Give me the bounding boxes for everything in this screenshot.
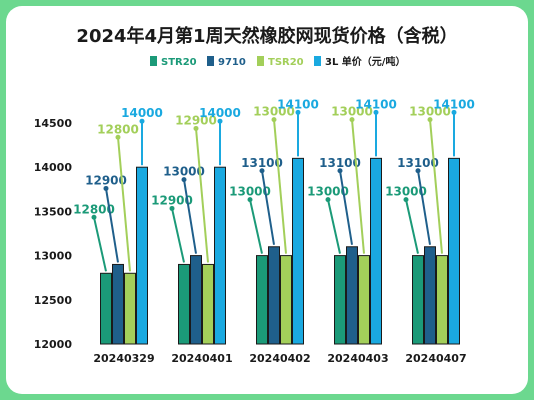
legend-label-STR20: STR20: [161, 57, 197, 68]
data-label-TSR20-20240329: 12800: [97, 122, 139, 136]
leader-dot-TSR20-20240407: [427, 117, 433, 123]
leader-STR20-20240329: [93, 217, 107, 272]
data-label-STR20-20240407: 13000: [385, 185, 427, 199]
bar-9710-20240407: [424, 246, 436, 345]
leader-dot-STR20-20240407: [403, 197, 409, 203]
bar-3L-20240407: [448, 157, 460, 345]
bar-STR20-20240403: [334, 255, 346, 345]
leader-dot-3L-20240402: [295, 109, 301, 115]
data-label-9710-20240403: 13100: [319, 156, 361, 170]
bar-9710-20240329: [112, 263, 124, 345]
data-label-3L-20240329: 14000: [121, 106, 163, 120]
leader-9710-20240402: [261, 170, 275, 245]
bar-TSR20-20240402: [280, 255, 292, 345]
data-label-9710-20240329: 12900: [85, 173, 127, 187]
leader-dot-9710-20240407: [415, 168, 421, 174]
bar-STR20-20240402: [256, 255, 268, 345]
data-label-STR20-20240401: 12900: [151, 193, 193, 207]
legend-label-3L: 3L 单价（元/吨）: [325, 55, 405, 68]
y-tick-label-14500: 14500: [34, 117, 73, 130]
leader-TSR20-20240329: [117, 137, 131, 272]
leader-dot-STR20-20240403: [325, 197, 331, 203]
leader-dot-9710-20240402: [259, 168, 265, 174]
leader-9710-20240329: [105, 188, 119, 263]
leader-STR20-20240401: [171, 208, 185, 263]
bar-3L-20240329: [136, 166, 148, 345]
data-label-TSR20-20240403: 13000: [331, 105, 373, 119]
y-tick-label-13000: 13000: [34, 250, 73, 263]
bar-3L-20240403: [370, 157, 382, 345]
leader-dot-3L-20240329: [139, 118, 145, 124]
data-label-STR20-20240403: 13000: [307, 185, 349, 199]
data-label-9710-20240401: 13000: [163, 165, 205, 179]
y-axis: 12000 12500 13000 13500 14000 14500: [34, 117, 73, 351]
leader-dot-STR20-20240329: [91, 214, 97, 220]
bar-9710-20240403: [346, 246, 358, 345]
data-label-STR20-20240402: 13000: [229, 185, 271, 199]
legend: STR20 9710 TSR20 3L 单价（元/吨）: [150, 55, 405, 68]
leader-dot-TSR20-20240402: [271, 117, 277, 123]
leader-TSR20-20240401: [195, 128, 209, 263]
y-tick-label-13500: 13500: [34, 205, 73, 218]
leader-STR20-20240407: [405, 199, 419, 254]
y-tick-label-12000: 12000: [34, 338, 73, 351]
data-label-TSR20-20240402: 13000: [253, 105, 295, 119]
data-label-9710-20240407: 13100: [397, 156, 439, 170]
bar-9710-20240401: [190, 255, 202, 345]
leader-dot-STR20-20240402: [247, 197, 253, 203]
leader-dot-3L-20240403: [373, 109, 379, 115]
bar-TSR20-20240407: [436, 255, 448, 345]
leader-TSR20-20240402: [273, 119, 287, 254]
x-tick-label-20240401: 20240401: [171, 352, 232, 365]
leader-dot-9710-20240329: [103, 185, 109, 191]
bar-9710-20240402: [268, 246, 280, 345]
leader-dot-9710-20240401: [181, 177, 187, 183]
data-label-9710-20240402: 13100: [241, 156, 283, 170]
leader-dot-3L-20240401: [217, 118, 223, 124]
legend-swatch-STR20: [150, 56, 157, 66]
bar-3L-20240401: [214, 166, 226, 345]
data-label-3L-20240407: 14100: [433, 97, 475, 111]
leader-dot-TSR20-20240329: [115, 134, 121, 140]
x-tick-label-20240403: 20240403: [327, 352, 388, 365]
bar-STR20-20240329: [100, 272, 112, 345]
leader-dot-9710-20240403: [337, 168, 343, 174]
legend-swatch-TSR20: [257, 56, 264, 66]
chart-title: 2024年4月第1周天然橡胶网现货价格（含税）: [76, 25, 457, 47]
leader-9710-20240401: [183, 179, 197, 254]
data-label-3L-20240401: 14000: [199, 106, 241, 120]
legend-label-9710: 9710: [218, 57, 246, 68]
plot-area: 12800 12900 12800 14000 20240329 12900 13000 12…: [73, 97, 475, 365]
bar-STR20-20240407: [412, 255, 424, 345]
y-tick-label-14000: 14000: [34, 161, 73, 174]
leader-TSR20-20240407: [429, 119, 443, 254]
data-label-TSR20-20240401: 12900: [175, 113, 217, 127]
leader-STR20-20240402: [249, 199, 263, 254]
x-tick-label-20240402: 20240402: [249, 352, 310, 365]
leader-dot-3L-20240407: [451, 109, 457, 115]
leader-STR20-20240403: [327, 199, 341, 254]
data-label-TSR20-20240407: 13000: [409, 105, 451, 119]
bar-STR20-20240401: [178, 263, 190, 345]
bar-TSR20-20240329: [124, 272, 136, 345]
data-label-3L-20240402: 14100: [277, 97, 319, 111]
legend-swatch-9710: [207, 56, 214, 66]
legend-swatch-3L: [314, 56, 321, 66]
data-label-3L-20240403: 14100: [355, 97, 397, 111]
bar-TSR20-20240401: [202, 263, 214, 345]
leader-dot-TSR20-20240401: [193, 125, 199, 131]
legend-label-TSR20: TSR20: [268, 57, 304, 68]
leader-9710-20240403: [339, 170, 353, 245]
y-tick-label-12500: 12500: [34, 294, 73, 307]
bar-TSR20-20240403: [358, 255, 370, 345]
leader-dot-STR20-20240401: [169, 205, 175, 211]
x-tick-label-20240329: 20240329: [93, 352, 154, 365]
leader-dot-TSR20-20240403: [349, 117, 355, 123]
leader-TSR20-20240403: [351, 119, 365, 254]
x-tick-label-20240407: 20240407: [405, 352, 466, 365]
data-label-STR20-20240329: 12800: [73, 202, 115, 216]
leader-9710-20240407: [417, 170, 431, 245]
bar-3L-20240402: [292, 157, 304, 345]
